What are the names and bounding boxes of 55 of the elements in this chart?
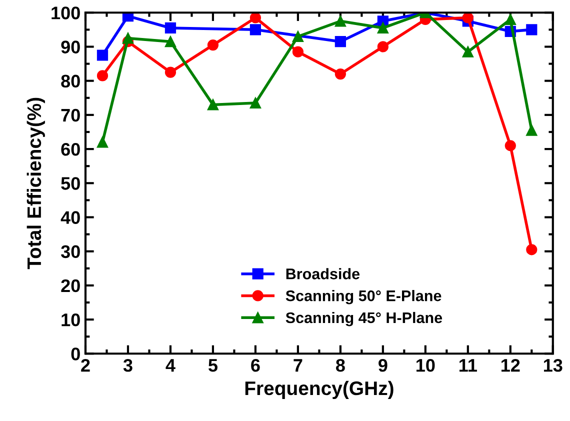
x-tick-label: 10: [416, 358, 435, 372]
x-tick-label: 12: [502, 358, 520, 372]
y-tick-label: 50: [61, 177, 80, 190]
point: [164, 22, 176, 34]
point: [96, 70, 108, 82]
point: [207, 39, 219, 51]
point: [526, 124, 538, 136]
point: [96, 50, 108, 61]
point: [334, 16, 346, 27]
point: [526, 244, 538, 256]
point: [334, 36, 346, 48]
x-tick-label: 3: [123, 358, 132, 372]
legend-label: Scanning 50° E-Plane: [286, 290, 442, 304]
y-tick-label: 60: [61, 142, 80, 156]
y-tick-label: 20: [61, 279, 80, 292]
x-axis-title: Frequency(GHz): [245, 380, 394, 400]
point: [250, 12, 262, 24]
point: [250, 97, 262, 109]
point: [377, 41, 388, 52]
y-tick-label: 40: [60, 211, 80, 224]
point: [292, 46, 304, 58]
x-tick-label: 9: [378, 358, 388, 372]
x-tick-label: 5: [208, 359, 218, 372]
legend-label: Broadside: [286, 268, 360, 280]
x-tick-label: 2: [81, 358, 90, 372]
point: [462, 12, 474, 24]
x-tick-label: 13: [544, 358, 562, 372]
x-tick-label: 7: [294, 359, 302, 372]
point: [334, 68, 346, 80]
point: [164, 66, 176, 78]
point: [504, 140, 516, 152]
point: [292, 30, 304, 42]
point: [164, 36, 176, 48]
point: [462, 46, 474, 58]
y-tick-label: 10: [62, 313, 80, 326]
x-tick-label: 6: [251, 358, 260, 372]
point: [526, 24, 538, 36]
y-tick-label: 100: [52, 6, 80, 20]
point: [122, 32, 134, 44]
legend-label: Scanning 45° H-Plane: [286, 312, 442, 326]
y-tick-label: 0: [71, 348, 80, 360]
y-axis-title: Total Efficiency(%): [26, 98, 45, 270]
y-tick-label: 70: [61, 108, 80, 122]
y-tick-label: 90: [61, 40, 80, 54]
point: [96, 136, 108, 148]
point: [122, 12, 134, 22]
y-tick-label: 30: [60, 245, 80, 258]
x-tick-label: 4: [166, 359, 176, 372]
x-tick-label: 8: [336, 358, 345, 372]
x-tick-label: 11: [460, 359, 477, 372]
point: [377, 22, 388, 34]
point: [504, 14, 516, 26]
point: [250, 24, 262, 36]
y-tick-label: 80: [61, 74, 80, 88]
point: [207, 99, 219, 110]
